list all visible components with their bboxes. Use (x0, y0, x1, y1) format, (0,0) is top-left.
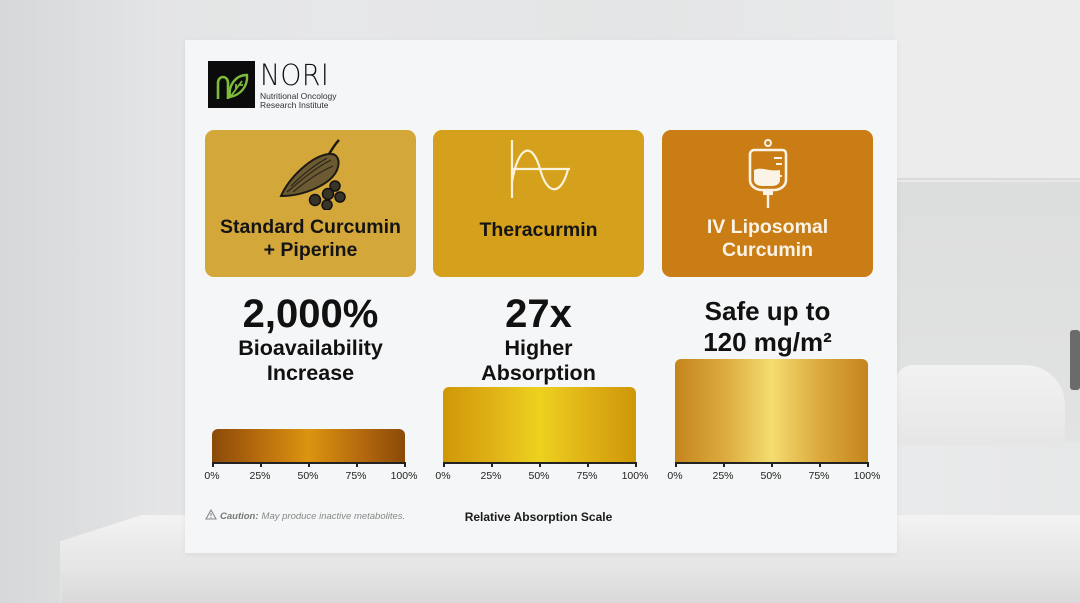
product-name: Theracurmin (479, 219, 598, 241)
tick-label: 50% (297, 470, 319, 482)
absorption-bar (443, 387, 636, 462)
tick-label: 0% (435, 470, 451, 482)
infographic-card: NORI Nutritional Oncology Research Insti… (185, 40, 897, 553)
nori-logo: NORI Nutritional Oncology Research Insti… (208, 61, 337, 110)
background-wall (0, 0, 160, 603)
absorption-bar-chart-3: 0% 25% 50% 75% 100% (667, 350, 880, 482)
stat-value: 2,000% (242, 292, 379, 336)
iv-bag-icon (746, 130, 790, 210)
background-table-edge (62, 570, 1080, 603)
product-tile-standard-curcumin: Standard Curcumin + Piperine (205, 130, 416, 277)
tick-label: 25% (249, 470, 271, 482)
tick-label: 50% (760, 470, 782, 482)
caution-label: Caution: (220, 510, 259, 522)
tick-label: 100% (853, 470, 881, 482)
warning-icon (205, 508, 217, 523)
product-tile-iv-liposomal: IV Liposomal Curcumin (662, 130, 873, 277)
sine-wave-icon (504, 130, 574, 200)
tick-label: 25% (712, 470, 734, 482)
caution-text: May produce inactive metabolites. (261, 510, 406, 522)
tick-label: 50% (528, 470, 550, 482)
stat-value: 120 mg/m² (703, 327, 832, 357)
leaf-logo-icon (208, 61, 255, 108)
background-couch-leg (1070, 330, 1080, 390)
product-name: IV Liposomal Curcumin (706, 216, 829, 261)
absorption-bar (212, 429, 405, 462)
tick-label: 0% (204, 470, 220, 482)
tick-label: 100% (390, 470, 418, 482)
background-couch (895, 365, 1065, 445)
caution-note: Caution: May produce inactive metabolite… (205, 508, 406, 523)
brand-name: NORI (260, 58, 330, 92)
background-cabinet (895, 0, 1080, 180)
tick-label: 100% (621, 470, 649, 482)
pepper-icon (271, 130, 351, 210)
tick-label: 75% (345, 470, 367, 482)
brand-subtitle-line1: Nutritional Oncology (260, 91, 337, 101)
tick-label: 75% (576, 470, 598, 482)
tick-label: 0% (667, 470, 683, 482)
stat-iv-liposomal: Safe up to 120 mg/m² (662, 292, 873, 358)
brand-subtitle-line2: Research Institute (260, 100, 329, 110)
absorption-bar-chart-1: 0% 25% 50% 75% 100% (204, 420, 417, 482)
stat-value: 27x (505, 292, 572, 336)
stat-standard-curcumin: 2,000% Bioavailability Increase (205, 292, 416, 386)
tick-label: 25% (480, 470, 502, 482)
absorption-bar (675, 359, 868, 462)
stat-theracurmin: 27x Higher Absorption (433, 292, 644, 386)
tick-label: 75% (808, 470, 830, 482)
stat-value: Safe up to (704, 296, 831, 326)
product-tile-theracurmin: Theracurmin (433, 130, 644, 277)
product-name: Standard Curcumin + Piperine (220, 216, 401, 261)
absorption-bar-chart-2: 0% 25% 50% 75% 100% (435, 378, 648, 482)
scale-title: Relative Absorption Scale (464, 510, 613, 524)
